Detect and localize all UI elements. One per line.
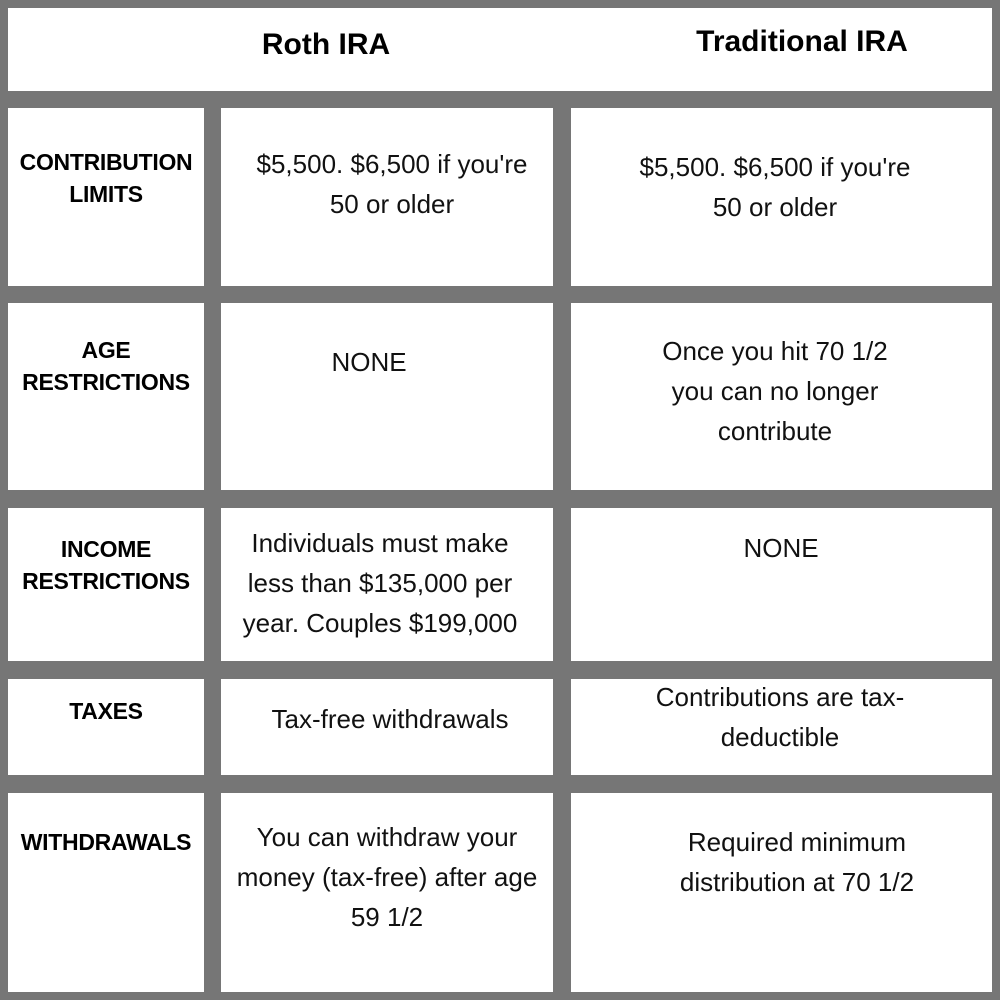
- traditional-cell: [571, 108, 992, 286]
- text-line: $5,500. $6,500 if you're: [639, 152, 911, 182]
- roth-text: $5,500. $6,500 if you're 50 or older: [212, 144, 572, 224]
- label-line: INCOME: [60, 536, 152, 562]
- label-line: TAXES: [69, 698, 143, 724]
- label-line: RESTRICTIONS: [22, 568, 190, 594]
- label-line: AGE: [81, 337, 131, 363]
- roth-text: You can withdraw your money (tax-free) af…: [207, 817, 567, 937]
- roth-cell: [221, 679, 553, 775]
- traditional-cell: [571, 303, 992, 490]
- row-label-cell: [8, 508, 204, 661]
- roth-cell: [221, 793, 553, 992]
- traditional-text: Required minimum distribution at 70 1/2: [617, 822, 977, 902]
- header-roth-ira: Roth IRA: [261, 28, 391, 61]
- label-line: RESTRICTIONS: [22, 369, 190, 395]
- text-line: Individuals must make: [251, 528, 509, 558]
- text-line: NONE: [331, 347, 407, 377]
- traditional-text: Contributions are tax-deductible: [600, 677, 960, 757]
- roth-text: Tax-free withdrawals: [210, 699, 570, 739]
- text-line: you can no longer: [671, 376, 879, 406]
- label-line: CONTRIBUTION: [19, 149, 193, 175]
- traditional-text: $5,500. $6,500 if you're 50 or older: [595, 147, 955, 227]
- traditional-text: NONE: [601, 528, 961, 568]
- header-row: [8, 8, 992, 91]
- text-line: Contributions are tax-: [655, 682, 905, 712]
- text-line: less than $135,000 per: [247, 568, 513, 598]
- traditional-text: Once you hit 70 1/2 you can no longer cont…: [595, 331, 955, 451]
- header-traditional-ira: Traditional IRA: [696, 25, 908, 58]
- text-line: 59 1/2: [350, 902, 424, 932]
- row-label-cell: [8, 793, 204, 992]
- text-line: Tax-free withdrawals: [271, 704, 509, 734]
- roth-cell: [221, 303, 553, 490]
- row-label: TAXES: [6, 695, 206, 727]
- text-line: Required minimum: [687, 827, 907, 857]
- text-line: contribute: [717, 416, 833, 446]
- row-label: AGE RESTRICTIONS: [6, 334, 206, 398]
- label-line: WITHDRAWALS: [20, 829, 192, 855]
- row-label-cell: [8, 303, 204, 490]
- roth-text: NONE: [189, 342, 549, 382]
- row-label-cell: [8, 679, 204, 775]
- text-line: money (tax-free) after age: [236, 862, 538, 892]
- row-label: INCOME RESTRICTIONS: [6, 533, 206, 597]
- text-line: year. Couples $199,000: [242, 608, 518, 638]
- row-label-cell: [8, 108, 204, 286]
- text-line: deductible: [720, 722, 840, 752]
- text-line: You can withdraw your: [256, 822, 518, 852]
- text-line: 50 or older: [712, 192, 838, 222]
- text-line: NONE: [743, 533, 819, 563]
- row-label: WITHDRAWALS: [6, 826, 206, 858]
- text-line: $5,500. $6,500 if you're: [256, 149, 528, 179]
- text-line: 50 or older: [329, 189, 455, 219]
- traditional-cell: [571, 679, 992, 775]
- roth-cell: [221, 108, 553, 286]
- traditional-cell: [571, 793, 992, 992]
- row-label: CONTRIBUTION LIMITS: [6, 146, 206, 210]
- label-line: LIMITS: [69, 181, 143, 207]
- roth-text: Individuals must make less than $135,000 …: [200, 523, 560, 643]
- traditional-cell: [571, 508, 992, 661]
- text-line: distribution at 70 1/2: [679, 867, 915, 897]
- text-line: Once you hit 70 1/2: [662, 336, 888, 366]
- roth-cell: [221, 508, 553, 661]
